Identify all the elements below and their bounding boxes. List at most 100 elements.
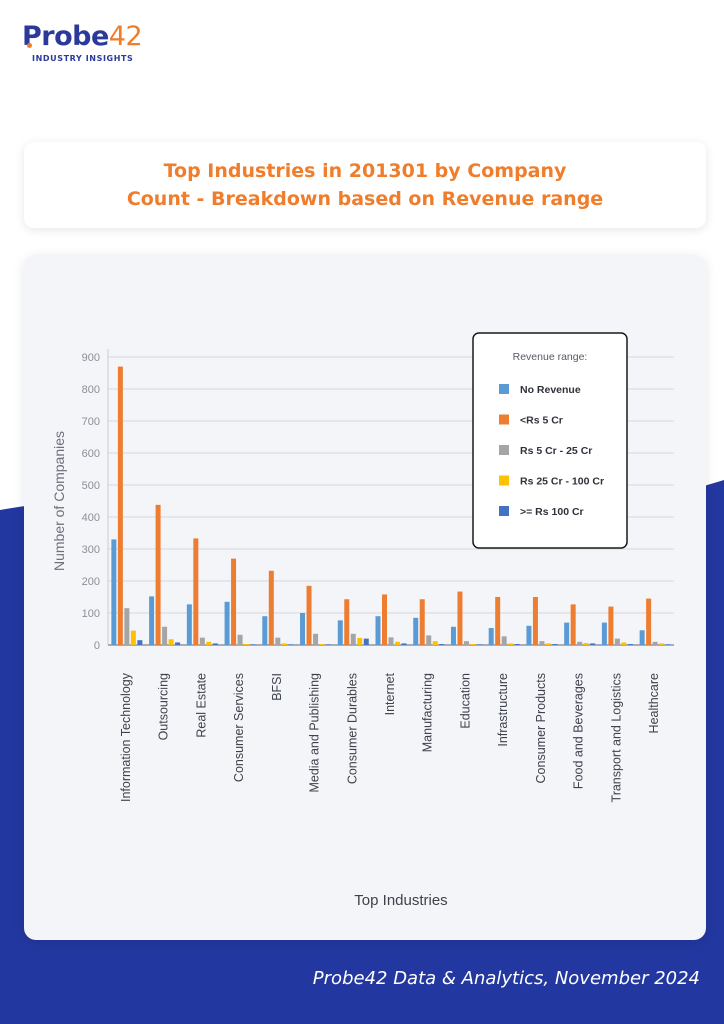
legend-title: Revenue range:	[513, 351, 588, 363]
x-tick-label: BFSI	[270, 673, 284, 701]
bar	[570, 604, 576, 645]
bar	[514, 644, 520, 645]
bar	[175, 642, 181, 645]
bar	[495, 597, 501, 645]
bar	[313, 633, 319, 645]
x-tick-label: Media and Publishing	[308, 673, 322, 793]
brand-logo: Probe42 INDUSTRY INSIGHTS	[22, 21, 143, 64]
bar	[539, 641, 545, 645]
bar-chart: 0 100 200 300 400 500 600 700 800 900 Information …	[51, 332, 674, 909]
x-tick-label: Internet	[383, 672, 397, 715]
x-tick-label: Education	[458, 673, 472, 729]
x-tick-label: Transport and Logistics	[609, 673, 623, 802]
bar	[168, 639, 174, 645]
logo-name: Probe	[22, 21, 109, 52]
footer-credit: Probe42 Data & Analytics, November 2024	[312, 968, 700, 989]
bar	[476, 644, 482, 645]
y-tick-label: 200	[82, 576, 100, 588]
bar	[224, 601, 230, 645]
bar	[149, 596, 155, 645]
x-tick-label: Food and Beverages	[572, 673, 586, 789]
bar	[583, 643, 589, 645]
bar	[375, 616, 381, 645]
bar	[363, 638, 369, 645]
y-tick-label: 100	[82, 608, 100, 620]
bar	[350, 633, 356, 645]
bar	[281, 643, 287, 645]
legend-label: >= Rs 100 Cr	[520, 506, 584, 518]
bar	[401, 643, 407, 645]
bar	[288, 644, 294, 645]
bar	[419, 599, 425, 645]
bar	[426, 635, 432, 645]
bar	[564, 622, 570, 645]
bar	[319, 644, 325, 645]
bar	[395, 641, 400, 645]
bar	[665, 644, 671, 645]
bar	[439, 644, 445, 645]
bar	[268, 570, 274, 645]
legend-swatch	[499, 475, 509, 486]
legend-box	[472, 332, 628, 549]
bar	[193, 538, 199, 645]
bar	[508, 643, 514, 645]
bar	[652, 641, 658, 645]
y-tick-label: 600	[82, 448, 100, 460]
bar	[199, 637, 205, 645]
bar	[470, 644, 476, 645]
x-tick-label: Consumer Durables	[345, 673, 359, 784]
logo-wordmark: Probe42	[22, 21, 143, 52]
bar	[526, 625, 532, 645]
bar	[130, 630, 136, 645]
bar	[275, 637, 281, 645]
legend-swatch	[499, 506, 509, 516]
y-tick-label: 800	[82, 384, 100, 396]
bar	[300, 613, 306, 645]
legend-swatch	[499, 445, 509, 455]
bar	[659, 643, 665, 645]
x-tick-label: Real Estate	[194, 673, 208, 738]
x-axis-title: Top Industries	[354, 892, 447, 909]
legend-label: <Rs 5 Cr	[520, 415, 563, 427]
bar	[590, 643, 596, 645]
bar	[639, 630, 645, 645]
bar	[532, 597, 538, 645]
legend-swatch	[499, 414, 509, 425]
x-tick-label: Infrastructure	[496, 673, 510, 747]
bar	[501, 636, 507, 645]
bar	[627, 644, 633, 645]
x-tick-label: Consumer Services	[232, 673, 246, 782]
bar	[306, 585, 312, 645]
bar	[552, 644, 558, 645]
title-card: Top Industries in 201301 by Company Coun…	[24, 142, 706, 228]
bar	[337, 620, 343, 645]
legend-label: Rs 5 Cr - 25 Cr	[520, 445, 592, 457]
x-tick-label: Information Technology	[119, 672, 133, 802]
bar	[608, 606, 614, 645]
y-tick-label: 400	[82, 512, 100, 524]
bar	[244, 644, 250, 645]
bar	[614, 638, 620, 645]
bar	[262, 616, 268, 645]
bar	[186, 604, 192, 645]
legend-label: No Revenue	[520, 384, 581, 396]
bar	[463, 641, 469, 645]
bar	[488, 628, 494, 645]
bar	[206, 641, 212, 645]
x-tick-label: Outsourcing	[157, 673, 171, 740]
bar	[601, 622, 607, 645]
x-tick-label: Healthcare	[647, 673, 661, 733]
bar	[413, 617, 419, 645]
legend-swatch	[499, 384, 509, 394]
bar	[162, 626, 168, 645]
chart-title-line2: Count - Breakdown based on Revenue range	[126, 188, 604, 210]
bar	[545, 643, 551, 645]
bar	[111, 539, 117, 645]
bar	[646, 598, 652, 645]
bar	[450, 626, 456, 645]
bar	[382, 594, 387, 645]
x-tick-label: Manufacturing	[421, 673, 435, 752]
logo-number: 42	[108, 21, 143, 52]
y-tick-label: 900	[82, 352, 100, 364]
y-tick-label: 300	[82, 544, 100, 556]
